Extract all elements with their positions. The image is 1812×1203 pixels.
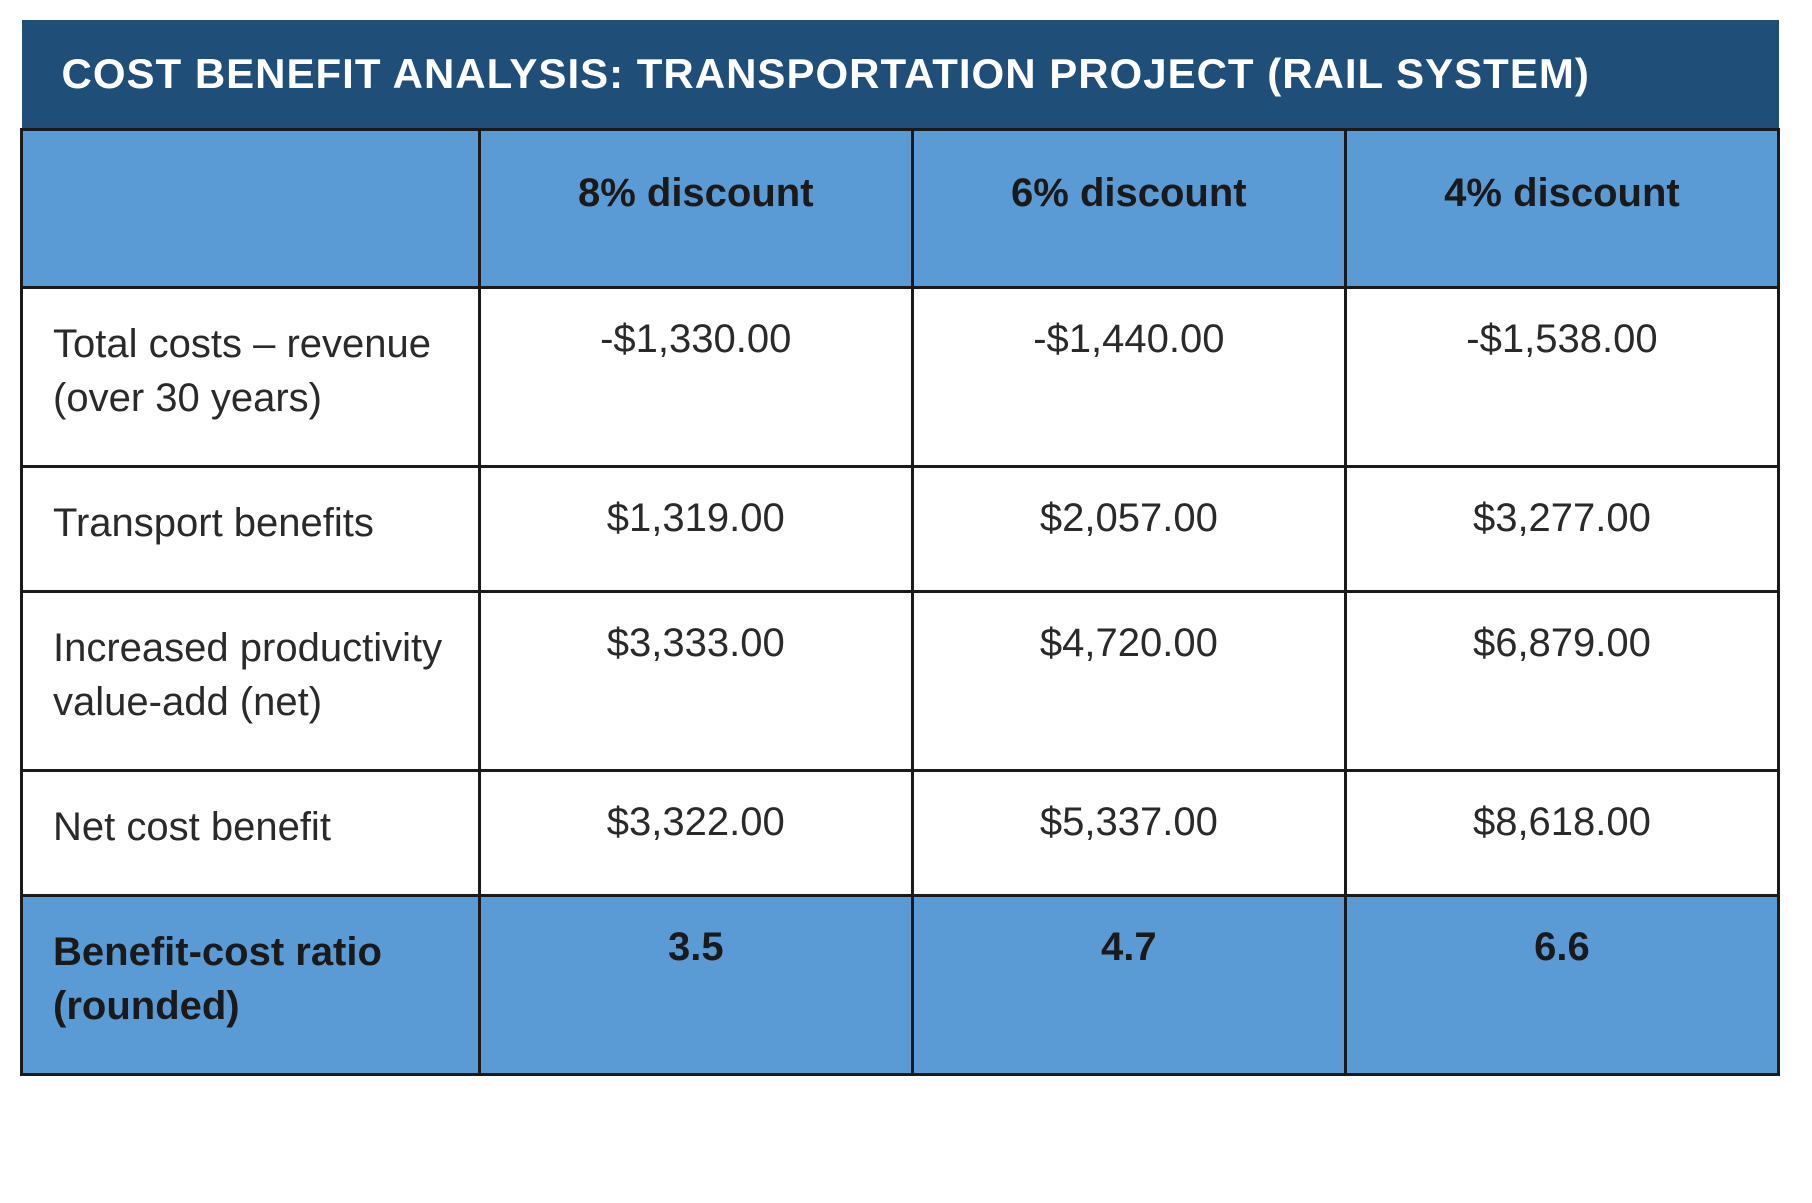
row-val: -$1,538.00 xyxy=(1345,288,1778,467)
ratio-val: 6.6 xyxy=(1345,896,1778,1075)
row-val: $1,319.00 xyxy=(479,467,912,592)
row-val: $3,333.00 xyxy=(479,592,912,771)
row-val: $8,618.00 xyxy=(1345,771,1778,896)
row-val: $3,322.00 xyxy=(479,771,912,896)
ratio-label: Benefit-cost ratio (rounded) xyxy=(22,896,480,1075)
row-label: Transport benefits xyxy=(22,467,480,592)
header-col-2: 6% discount xyxy=(912,130,1345,288)
table-row: Net cost benefit $3,322.00 $5,337.00 $8,… xyxy=(22,771,1779,896)
row-val: $4,720.00 xyxy=(912,592,1345,771)
header-blank xyxy=(22,130,480,288)
ratio-row: Benefit-cost ratio (rounded) 3.5 4.7 6.6 xyxy=(22,896,1779,1075)
row-val: $6,879.00 xyxy=(1345,592,1778,771)
title-row: COST BENEFIT ANALYSIS: TRANSPORTATION PR… xyxy=(22,20,1779,130)
header-col-3: 4% discount xyxy=(1345,130,1778,288)
row-label: Increased productivity value-add (net) xyxy=(22,592,480,771)
row-val: -$1,440.00 xyxy=(912,288,1345,467)
table-row: Total costs – revenue (over 30 years) -$… xyxy=(22,288,1779,467)
row-val: $5,337.00 xyxy=(912,771,1345,896)
row-val: $3,277.00 xyxy=(1345,467,1778,592)
table-title: COST BENEFIT ANALYSIS: TRANSPORTATION PR… xyxy=(22,20,1779,130)
header-row: 8% discount 6% discount 4% discount xyxy=(22,130,1779,288)
row-val: -$1,330.00 xyxy=(479,288,912,467)
row-label: Net cost benefit xyxy=(22,771,480,896)
cost-benefit-table: COST BENEFIT ANALYSIS: TRANSPORTATION PR… xyxy=(20,20,1780,1076)
table-row: Transport benefits $1,319.00 $2,057.00 $… xyxy=(22,467,1779,592)
row-label: Total costs – revenue (over 30 years) xyxy=(22,288,480,467)
table-row: Increased productivity value-add (net) $… xyxy=(22,592,1779,771)
ratio-val: 4.7 xyxy=(912,896,1345,1075)
header-col-1: 8% discount xyxy=(479,130,912,288)
row-val: $2,057.00 xyxy=(912,467,1345,592)
ratio-val: 3.5 xyxy=(479,896,912,1075)
